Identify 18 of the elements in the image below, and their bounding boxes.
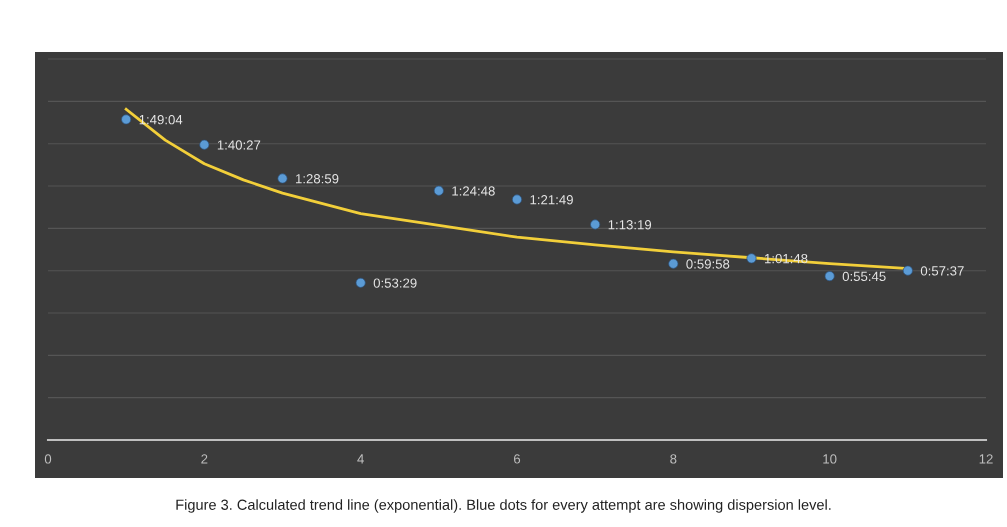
x-tick-label: 2 [201,454,208,464]
data-label: 1:13:19 [608,220,652,230]
x-tick-label: 8 [670,454,677,464]
data-label: 1:21:49 [530,195,573,205]
data-label: 0:59:58 [686,259,730,269]
caption: Figure 3. Calculated trend line (exponential). Blue dots for every attempt are showing dispersion level. [176,499,831,513]
x-tick-label: 6 [514,454,521,464]
data-label: 1:28:59 [296,174,339,184]
x-tick-label: 4 [357,454,364,464]
data-label: 0:53:29 [373,278,417,288]
x-tick-label: 12 [979,454,993,464]
x-tick-label: 10 [823,454,837,464]
data-label: 0:55:45 [842,271,886,282]
data-label: 1:24:48 [452,186,495,196]
x-tick-label: 0 [44,454,52,464]
data-label: 0:57:37 [920,266,964,276]
data-label: 1:49:04 [139,114,183,125]
data-label: 1:40:27 [217,140,261,150]
